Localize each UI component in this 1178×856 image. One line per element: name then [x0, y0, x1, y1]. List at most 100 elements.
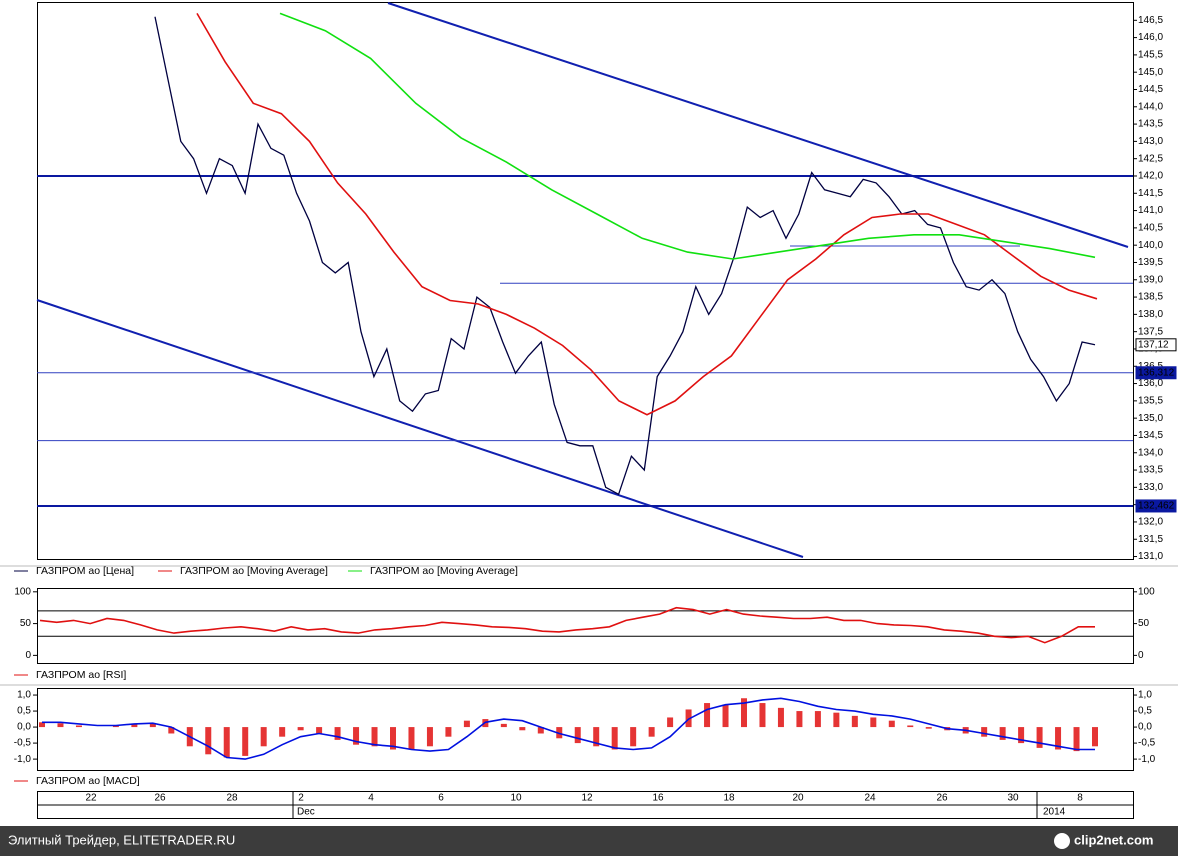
x-tick-label: 30	[1007, 793, 1019, 804]
x-tick-label: 28	[226, 793, 238, 804]
x-tick-label: 10	[510, 793, 522, 804]
macd-bar	[500, 723, 507, 728]
y-tick-label: 137,5	[1138, 326, 1163, 337]
macd-bar	[149, 723, 156, 728]
macd-bar	[297, 727, 304, 731]
macd-bar	[925, 727, 932, 729]
x-tick-label: 2	[298, 793, 304, 804]
y-tick-label: 141,5	[1138, 188, 1163, 199]
macd-frame	[37, 688, 1134, 771]
series-line	[196, 12, 1098, 416]
month-label: 2014	[1043, 807, 1066, 818]
rsi-frame	[37, 588, 1134, 664]
macd-bar	[168, 727, 175, 734]
legend-label: ГАЗПРОМ ао [Moving Average]	[180, 565, 328, 577]
y-tick-label: 138,5	[1138, 292, 1163, 303]
y-tick-label: 134,5	[1138, 430, 1163, 441]
macd-bar	[981, 727, 988, 737]
y-tick-label: 0,0	[1138, 722, 1152, 733]
y-tick-label: 50	[1138, 618, 1150, 629]
macd-bar	[574, 727, 581, 744]
price-tag-label: 136,312	[1138, 367, 1175, 378]
macd-bar	[888, 720, 895, 728]
y-tick-label: 133,0	[1138, 482, 1163, 493]
macd-bar	[39, 722, 45, 728]
legend-label: ГАЗПРОМ ао [MACD]	[36, 775, 140, 787]
y-tick-label: -1,0	[14, 754, 32, 765]
macd-bar	[593, 727, 600, 747]
macd-bar	[260, 727, 267, 747]
macd-bar	[870, 717, 877, 728]
y-tick-label: -0,5	[14, 738, 32, 749]
price-tag	[1135, 366, 1177, 380]
macd-bar	[851, 715, 858, 728]
trend-line	[387, 2, 1129, 248]
price-tag-label: 132,462	[1138, 501, 1175, 512]
macd-bar	[445, 727, 452, 737]
y-tick-label: 140,5	[1138, 223, 1163, 234]
macd-bar	[537, 727, 544, 734]
footer-text: Элитный Трейдер, ELITETRADER.RU	[8, 832, 235, 847]
y-tick-label: 135,5	[1138, 395, 1163, 406]
macd-bar	[814, 711, 821, 728]
y-tick-label: 146,0	[1138, 32, 1163, 43]
macd-bar	[667, 717, 674, 728]
x-tick-label: 18	[723, 793, 735, 804]
y-tick-label: 143,0	[1138, 136, 1163, 147]
series-line	[279, 12, 1096, 260]
macd-bar	[426, 727, 433, 747]
macd-bar	[408, 727, 415, 750]
macd-bar	[57, 723, 64, 728]
y-tick-label: 0	[25, 650, 31, 661]
y-tick-label: 0,5	[1138, 706, 1152, 717]
y-tick-label: 1,0	[1138, 690, 1152, 701]
macd-bar	[796, 711, 803, 728]
macd-bar	[1018, 727, 1025, 744]
legend-label: ГАЗПРОМ ао [RSI]	[36, 669, 126, 681]
logo-icon	[1054, 833, 1070, 849]
y-tick-label: 131,0	[1138, 551, 1163, 562]
y-tick-label: 140,0	[1138, 240, 1163, 251]
macd-bar	[833, 712, 840, 728]
macd-bar	[279, 727, 286, 737]
y-tick-label: 0,5	[17, 706, 31, 717]
macd-bar	[1036, 727, 1043, 748]
y-tick-label: -0,5	[1138, 738, 1156, 749]
price-tag	[1135, 338, 1177, 352]
legend-label: ГАЗПРОМ ао [Цена]	[36, 565, 134, 577]
macd-bar	[1092, 727, 1098, 747]
macd-bar	[611, 727, 618, 750]
macd-bar	[722, 704, 729, 728]
y-tick-label: 1,0	[17, 690, 31, 701]
y-tick-label: 0	[1138, 650, 1144, 661]
plots: 131,0131,5132,0132,5133,0133,5134,0134,5…	[14, 12, 1177, 804]
price-frame	[37, 2, 1134, 560]
series-line	[42, 697, 1095, 760]
macd-bar	[1073, 727, 1080, 752]
macd-bar	[463, 720, 470, 728]
macd-bar	[907, 725, 914, 728]
macd-bar	[630, 727, 637, 747]
macd-bar	[205, 727, 212, 755]
y-tick-label: 139,0	[1138, 274, 1163, 285]
y-tick-label: 100	[1138, 586, 1155, 597]
macd-bar	[741, 698, 747, 728]
macd-bar	[353, 727, 360, 745]
y-tick-label: 134,0	[1138, 447, 1163, 458]
footer-bar	[0, 826, 1178, 856]
y-tick-label: 135,0	[1138, 413, 1163, 424]
legend-label: ГАЗПРОМ ао [Moving Average]	[370, 565, 518, 577]
macd-bar	[759, 703, 766, 728]
month-label: Dec	[297, 807, 315, 818]
macd-bar	[704, 703, 711, 728]
y-tick-label: 0,0	[17, 722, 31, 733]
x-tick-label: 6	[438, 793, 444, 804]
trend-line	[36, 299, 804, 558]
y-tick-label: 145,0	[1138, 67, 1163, 78]
macd-bar	[371, 727, 378, 747]
x-tick-label: 12	[581, 793, 593, 804]
macd-bar	[999, 727, 1006, 740]
y-tick-label: 146,5	[1138, 15, 1163, 26]
